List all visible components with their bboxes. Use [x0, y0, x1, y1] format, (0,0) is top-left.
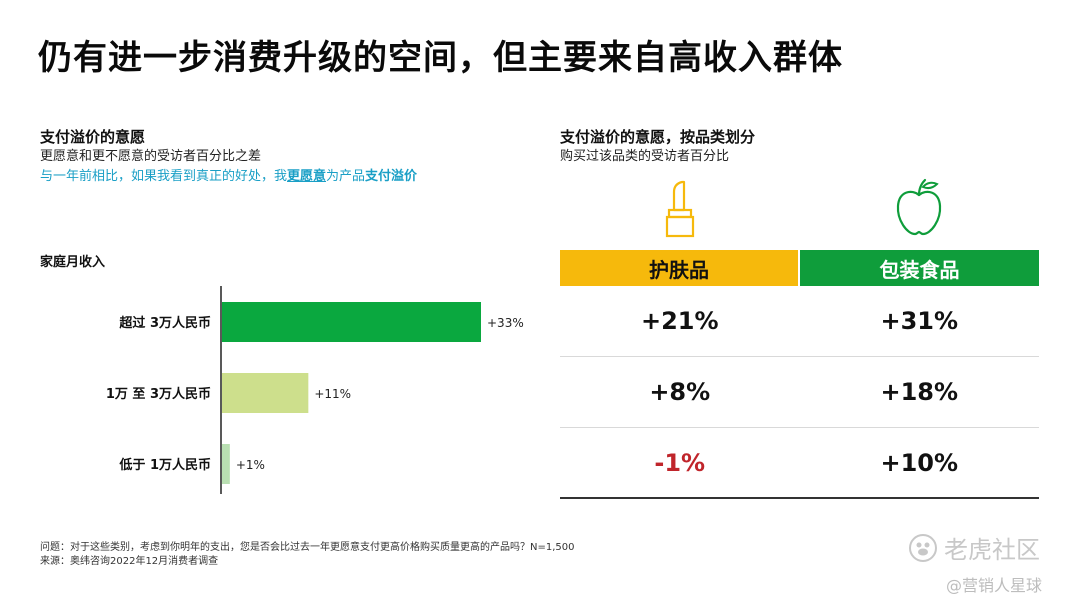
left-heading: 支付溢价的意愿 [40, 128, 146, 146]
bar [222, 302, 481, 342]
table-cell-skincare: +8% [649, 378, 711, 406]
right-panel-header: 支付溢价的意愿，按品类划分 购买过该品类的受访者百分比 [560, 127, 1040, 167]
tiger-paw-icon [909, 533, 937, 562]
bar-value-label: +33% [487, 316, 524, 330]
left-panel-header: 支付溢价的意愿 更愿意和更不愿意的受访者百分比之差 与一年前相比，如果我看到真正… [40, 127, 520, 187]
table-cell-skincare: -1% [654, 448, 706, 477]
income-group-label: 家庭月收入 [40, 255, 106, 270]
footnote: 问题：对于这些类别，考虑到你明年的支出，您是否会比过去一年更愿意支付更高价格购买… [40, 541, 575, 569]
table-cell-food: +18% [880, 378, 959, 406]
bar [222, 373, 309, 413]
bar-value-label: +1% [236, 458, 265, 472]
watermark-brand: 老虎社区 [908, 530, 1040, 565]
bar-value-label: +11% [314, 387, 351, 401]
note-bold: 支付溢价 [365, 169, 418, 184]
page-title: 仍有进一步消费升级的空间，但主要来自高收入群体 [38, 38, 843, 78]
footnote-source: 来源：奥纬咨询2022年12月消费者调查 [40, 556, 219, 567]
table-row: +8% +18% [560, 357, 1039, 428]
footnote-question: 问题：对于这些类别，考虑到你明年的支出，您是否会比过去一年更愿意支付更高价格购买… [40, 542, 575, 553]
bar [222, 444, 230, 484]
income-bar-chart: 超过 3万人民币 +33% 1万 至 3万人民币 +11% 低于 1万人民币 +1% [106, 286, 524, 494]
table-row: -1% +10% [560, 428, 1039, 499]
category-table: +21% +31% +8% +18% -1% +10% [560, 286, 1039, 499]
bar-category-label: 1万 至 3万人民币 [106, 386, 211, 402]
bar-category-label: 超过 3万人民币 [119, 315, 211, 331]
table-cell-food: +10% [880, 448, 959, 477]
left-subheading: 更愿意和更不愿意的受访者百分比之差 [40, 149, 262, 164]
right-heading: 支付溢价的意愿，按品类划分 [560, 128, 756, 146]
right-subheading: 购买过该品类的受访者百分比 [560, 149, 730, 164]
note-prefix: 与一年前相比，如果我看到真正的好处，我 [40, 169, 288, 184]
watermark-brand-text: 老虎社区 [944, 536, 1040, 564]
table-cell-food: +31% [880, 307, 959, 335]
category-header-packaged-food: 包装食品 [800, 250, 1039, 286]
watermark-handle: @营销人星球 [946, 576, 1043, 595]
apple-icon [896, 178, 942, 236]
left-note: 与一年前相比，如果我看到真正的好处，我更愿意为产品支付溢价 [40, 167, 520, 187]
bar-category-label: 低于 1万人民币 [118, 457, 211, 473]
lipstick-icon [665, 180, 695, 238]
table-cell-skincare: +21% [640, 307, 719, 335]
note-mid: 为产品 [326, 169, 366, 184]
table-row: +21% +31% [560, 286, 1039, 357]
category-header-skincare: 护肤品 [560, 250, 798, 286]
note-emphasis: 更愿意 [287, 169, 327, 184]
